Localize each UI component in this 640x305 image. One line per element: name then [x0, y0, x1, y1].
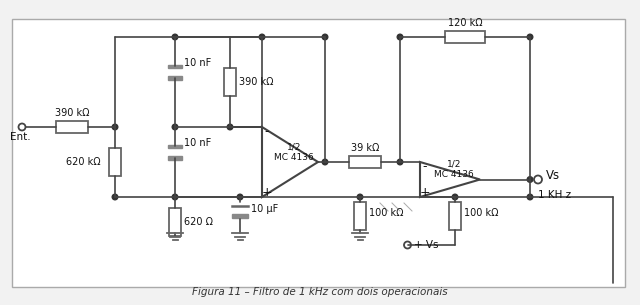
- Circle shape: [527, 34, 532, 40]
- Text: 120 kΩ: 120 kΩ: [448, 18, 483, 28]
- Text: 390 kΩ: 390 kΩ: [55, 108, 89, 118]
- Polygon shape: [168, 76, 182, 80]
- Circle shape: [357, 194, 363, 200]
- Text: + Vs: + Vs: [415, 240, 439, 250]
- Circle shape: [404, 242, 411, 249]
- Text: +: +: [420, 185, 430, 199]
- Bar: [56, 121, 88, 133]
- Text: 100 kΩ: 100 kΩ: [369, 208, 403, 218]
- Text: Figura 11 – Filtro de 1 kHz com dois operacionais: Figura 11 – Filtro de 1 kHz com dois ope…: [192, 287, 448, 297]
- Circle shape: [172, 124, 178, 130]
- Bar: [169, 208, 181, 236]
- Circle shape: [227, 124, 233, 130]
- Bar: [224, 68, 236, 96]
- Bar: [12, 19, 625, 287]
- Text: 10 nF: 10 nF: [184, 58, 211, 68]
- Text: -: -: [265, 125, 269, 138]
- Circle shape: [322, 34, 328, 40]
- Text: 390 kΩ: 390 kΩ: [239, 77, 273, 87]
- Bar: [354, 202, 366, 230]
- Text: 100 kΩ: 100 kΩ: [464, 208, 499, 218]
- Circle shape: [19, 124, 26, 131]
- Circle shape: [237, 194, 243, 200]
- Text: Ent.: Ent.: [10, 132, 30, 142]
- Circle shape: [527, 194, 532, 200]
- Text: 1 KH z: 1 KH z: [538, 189, 571, 199]
- Text: 1/2
MC 4136: 1/2 MC 4136: [274, 142, 314, 162]
- Polygon shape: [168, 145, 182, 148]
- Text: +: +: [262, 185, 272, 199]
- Text: 10 nF: 10 nF: [184, 138, 211, 148]
- Bar: [349, 156, 381, 168]
- Polygon shape: [168, 64, 182, 68]
- Circle shape: [112, 124, 118, 130]
- Polygon shape: [168, 156, 182, 160]
- Circle shape: [322, 159, 328, 165]
- Text: 39 kΩ: 39 kΩ: [351, 143, 379, 153]
- Text: 10 μF: 10 μF: [251, 204, 278, 214]
- Circle shape: [397, 159, 403, 165]
- Circle shape: [259, 34, 265, 40]
- Text: 1/2
MC 4136: 1/2 MC 4136: [434, 160, 474, 179]
- Circle shape: [172, 34, 178, 40]
- Text: -: -: [423, 160, 428, 174]
- Circle shape: [534, 175, 542, 184]
- Bar: [109, 148, 121, 176]
- Bar: [449, 202, 461, 230]
- Text: 620 kΩ: 620 kΩ: [67, 157, 101, 167]
- Circle shape: [527, 177, 532, 182]
- Circle shape: [112, 194, 118, 200]
- Bar: [445, 31, 485, 43]
- Circle shape: [397, 34, 403, 40]
- Circle shape: [452, 194, 458, 200]
- Text: 620 Ω: 620 Ω: [184, 217, 213, 227]
- Text: Vs: Vs: [546, 169, 560, 182]
- Circle shape: [172, 194, 178, 200]
- Polygon shape: [232, 214, 248, 218]
